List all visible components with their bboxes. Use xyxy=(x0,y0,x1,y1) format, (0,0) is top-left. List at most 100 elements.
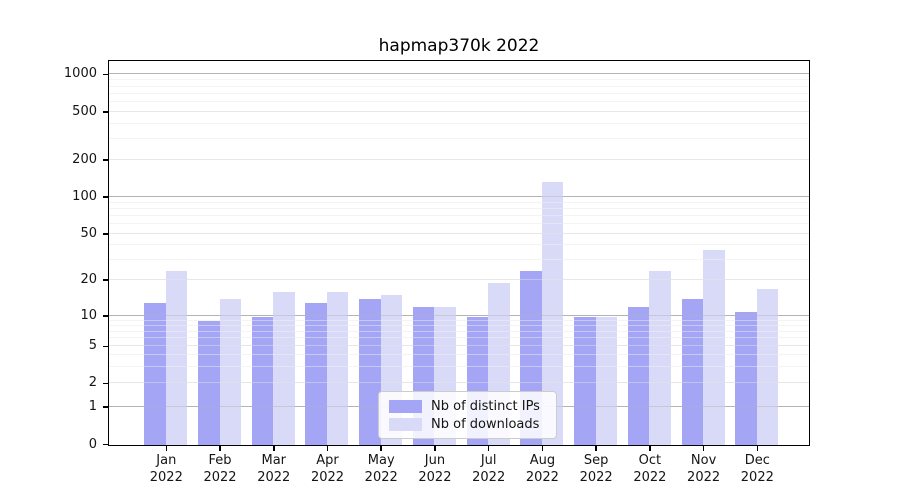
gridline-y-300 xyxy=(109,137,809,139)
y-tick-label-1000: 1000 xyxy=(63,66,97,82)
gridline-y-100 xyxy=(109,195,809,197)
gridline-y-10 xyxy=(109,315,809,316)
bar-ips-dec xyxy=(735,311,757,445)
legend-swatch-distinct-ips-icon xyxy=(389,399,422,413)
y-tick-label-5: 5 xyxy=(88,338,97,354)
x-tick-mark xyxy=(326,446,329,451)
y-tick-mark xyxy=(103,159,108,161)
y-tick-mark xyxy=(103,73,108,76)
gridline-y-500 xyxy=(109,111,809,113)
y-tick-mark xyxy=(103,279,108,281)
gridline-y-900 xyxy=(109,79,809,81)
x-tick-mark xyxy=(702,446,705,451)
bar-downloads-nov xyxy=(703,249,725,445)
gridline-y-8 xyxy=(109,324,809,326)
gridline-y-30 xyxy=(109,258,809,260)
y-tick-mark xyxy=(103,196,108,198)
gridline-y-10 xyxy=(109,315,809,316)
gridline-y-200 xyxy=(109,159,809,161)
y-tick-mark xyxy=(103,382,108,385)
x-tick-label-oct: Oct 2022 xyxy=(633,453,667,485)
gridline-y-60 xyxy=(109,223,809,225)
gridline-y-90 xyxy=(109,201,809,203)
x-tick-mark xyxy=(595,446,597,451)
y-tick-mark xyxy=(103,406,108,408)
bar-downloads-sep xyxy=(595,316,618,445)
x-tick-label-jun: Jun 2022 xyxy=(418,453,452,485)
y-tick-label-50: 50 xyxy=(80,226,97,242)
x-tick-mark xyxy=(541,446,544,451)
gridline-y-40 xyxy=(109,244,809,246)
gridline-y-90 xyxy=(109,201,809,203)
gridline-y-1000 xyxy=(109,73,809,75)
bar-ips-oct xyxy=(627,306,650,445)
x-tick-mark xyxy=(756,446,759,451)
legend: Nb of distinct IPs Nb of downloads xyxy=(378,391,557,439)
legend-item-downloads: Nb of downloads xyxy=(389,415,546,433)
gridline-y-800 xyxy=(109,85,809,87)
gridline-y-50 xyxy=(109,233,809,235)
gridline-y-2 xyxy=(109,382,809,384)
y-tick-mark xyxy=(103,315,108,317)
x-tick-label-jul: Jul 2022 xyxy=(472,453,506,485)
gridline-y-80 xyxy=(109,207,809,209)
gridline-y-40 xyxy=(109,244,809,246)
x-tick-label-nov: Nov 2022 xyxy=(687,453,721,485)
x-tick-label-feb: Feb 2022 xyxy=(203,453,237,485)
bar-downloads-oct xyxy=(649,271,671,445)
x-tick-mark xyxy=(649,446,651,451)
bar-ips-apr xyxy=(305,302,327,445)
bar-downloads-aug xyxy=(541,181,564,445)
y-tick-label-500: 500 xyxy=(72,104,97,120)
bar-downloads-apr xyxy=(326,291,349,445)
x-tick-label-mar: Mar 2022 xyxy=(257,453,291,485)
gridline-y-3 xyxy=(109,366,809,367)
gridline-y-20 xyxy=(109,278,809,280)
x-tick-label-apr: Apr 2022 xyxy=(310,453,345,485)
gridline-y-4 xyxy=(109,354,809,356)
gridline-y-400 xyxy=(109,122,809,124)
gridline-y-70 xyxy=(109,215,809,217)
legend-label-distinct-ips: Nb of distinct IPs xyxy=(431,398,540,414)
gridline-y-700 xyxy=(109,92,809,94)
bar-downloads-mar xyxy=(273,291,295,445)
x-tick-label-jan: Jan 2022 xyxy=(149,453,183,485)
gridline-y-20 xyxy=(109,278,809,280)
x-tick-mark xyxy=(219,446,221,451)
y-tick-label-1: 1 xyxy=(88,398,97,414)
gridline-y-30 xyxy=(109,258,809,260)
gridline-y-6 xyxy=(109,337,809,339)
x-tick-mark xyxy=(273,446,275,451)
bar-ips-nov xyxy=(681,298,704,445)
gridline-y-3 xyxy=(109,366,809,367)
gridline-y-5 xyxy=(109,345,809,347)
y-tick-label-100: 100 xyxy=(72,188,97,204)
x-tick-mark xyxy=(380,446,382,451)
gridline-y-7 xyxy=(109,330,809,332)
bar-ips-sep xyxy=(574,316,596,445)
legend-item-distinct-ips: Nb of distinct IPs xyxy=(389,397,546,415)
gridline-y-500 xyxy=(109,111,809,113)
gridline-y-50 xyxy=(109,233,809,235)
gridline-y-60 xyxy=(109,223,809,225)
bar-ips-may xyxy=(359,298,381,445)
x-tick-mark xyxy=(434,446,436,451)
gridline-y-300 xyxy=(109,137,809,139)
gridline-y-600 xyxy=(109,101,809,103)
legend-label-downloads: Nb of downloads xyxy=(431,416,540,432)
bar-ips-jan xyxy=(144,302,166,445)
gridline-y-2 xyxy=(109,382,809,384)
bar-ips-mar xyxy=(251,316,274,445)
y-tick-label-0: 0 xyxy=(88,436,97,452)
gridline-y-700 xyxy=(109,92,809,94)
gridline-y-80 xyxy=(109,207,809,209)
chart-title: hapmap370k 2022 xyxy=(378,36,540,56)
gridline-y-8 xyxy=(109,324,809,326)
x-tick-mark xyxy=(165,446,168,451)
bar-downloads-dec xyxy=(756,288,779,445)
gridline-y-7 xyxy=(109,330,809,332)
gridline-y-9 xyxy=(109,319,809,321)
y-tick-label-2: 2 xyxy=(88,375,97,391)
bar-downloads-jan xyxy=(165,271,188,445)
